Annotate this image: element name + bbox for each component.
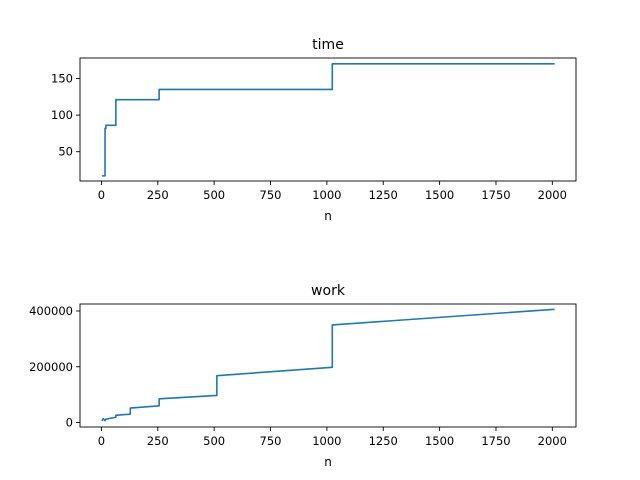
x-tick-label: 1500 <box>425 434 454 448</box>
x-tick-label: 1750 <box>481 434 510 448</box>
x-tick-label: 250 <box>147 434 169 448</box>
axes-frame <box>79 57 577 182</box>
y-tick-label: 0 <box>66 416 73 430</box>
x-tick-label: 2000 <box>538 188 567 202</box>
x-tick-label: 750 <box>260 188 282 202</box>
chart-1: time 0 250 500 750 1000 1250 1500 1750 2000 50 100 1… <box>51 37 577 223</box>
chart-title: time <box>312 37 344 53</box>
x-tick-label: 1250 <box>369 188 398 202</box>
x-tick-label: 1250 <box>369 434 398 448</box>
x-tick-label: 2000 <box>538 434 567 448</box>
chart-title: work <box>311 283 346 299</box>
y-tick-label: 50 <box>58 145 73 159</box>
axes-frame <box>79 303 577 428</box>
x-axis-label: n <box>324 455 332 469</box>
y-tick-label: 100 <box>51 108 73 122</box>
x-axis-label: n <box>324 209 332 223</box>
series-line <box>101 63 555 177</box>
y-tick-label: 200000 <box>29 360 73 374</box>
x-tick-label: 0 <box>98 434 105 448</box>
x-tick-label: 1500 <box>425 188 454 202</box>
chart-2: work 0 250 500 750 1000 1250 1500 1750 2000 0 20000… <box>29 283 577 469</box>
x-tick-label: 500 <box>203 188 225 202</box>
x-tick-label: 0 <box>98 188 105 202</box>
y-tick-label: 400000 <box>29 304 73 318</box>
y-tick-label: 150 <box>51 72 73 86</box>
x-tick-label: 750 <box>260 434 282 448</box>
series-line <box>101 308 555 422</box>
x-tick-label: 1000 <box>312 434 341 448</box>
x-tick-label: 500 <box>203 434 225 448</box>
x-tick-label: 250 <box>147 188 169 202</box>
x-tick-label: 1750 <box>481 188 510 202</box>
x-tick-label: 1000 <box>312 188 341 202</box>
